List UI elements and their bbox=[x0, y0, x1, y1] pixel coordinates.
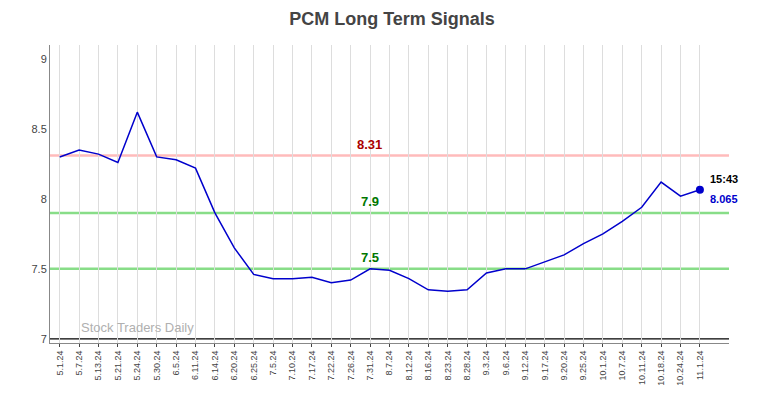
svg-text:6.20.24: 6.20.24 bbox=[229, 351, 239, 381]
svg-text:5.24.24: 5.24.24 bbox=[132, 351, 142, 381]
svg-text:10.24.24: 10.24.24 bbox=[675, 351, 685, 386]
svg-text:10.11.24: 10.11.24 bbox=[637, 351, 647, 385]
svg-text:9.20.24: 9.20.24 bbox=[559, 351, 569, 381]
svg-text:7.10.24: 7.10.24 bbox=[287, 351, 297, 381]
svg-text:8.23.24: 8.23.24 bbox=[443, 351, 453, 381]
svg-text:6.14.24: 6.14.24 bbox=[210, 351, 220, 381]
svg-text:PCM Long Term Signals: PCM Long Term Signals bbox=[289, 9, 495, 29]
svg-text:7.17.24: 7.17.24 bbox=[307, 351, 317, 381]
svg-text:7.9: 7.9 bbox=[361, 194, 379, 209]
svg-text:6.11.24: 6.11.24 bbox=[190, 351, 200, 380]
svg-text:10.7.24: 10.7.24 bbox=[617, 351, 627, 381]
svg-text:7.22.24: 7.22.24 bbox=[326, 351, 336, 381]
svg-text:8.065: 8.065 bbox=[710, 193, 738, 205]
svg-text:7.5.24: 7.5.24 bbox=[268, 351, 278, 376]
svg-text:8.7.24: 8.7.24 bbox=[384, 351, 394, 376]
svg-text:7.31.24: 7.31.24 bbox=[365, 351, 375, 381]
svg-text:8.31: 8.31 bbox=[357, 137, 382, 152]
svg-text:6.25.24: 6.25.24 bbox=[249, 351, 259, 381]
svg-text:10.18.24: 10.18.24 bbox=[656, 351, 666, 386]
svg-text:9.25.24: 9.25.24 bbox=[578, 351, 588, 381]
svg-text:7.26.24: 7.26.24 bbox=[346, 351, 356, 381]
svg-text:7: 7 bbox=[41, 333, 47, 345]
svg-text:9.17.24: 9.17.24 bbox=[540, 351, 550, 381]
svg-text:Stock Traders Daily: Stock Traders Daily bbox=[81, 320, 194, 335]
svg-text:8: 8 bbox=[41, 193, 47, 205]
svg-text:9.12.24: 9.12.24 bbox=[520, 351, 530, 381]
svg-text:7.5: 7.5 bbox=[32, 263, 47, 275]
svg-text:7.5: 7.5 bbox=[361, 250, 379, 265]
svg-text:5.30.24: 5.30.24 bbox=[152, 351, 162, 381]
svg-text:6.5.24: 6.5.24 bbox=[171, 351, 181, 376]
svg-text:5.1.24: 5.1.24 bbox=[55, 351, 65, 376]
svg-text:8.16.24: 8.16.24 bbox=[423, 351, 433, 381]
svg-text:15:43: 15:43 bbox=[710, 173, 738, 185]
svg-text:5.7.24: 5.7.24 bbox=[74, 351, 84, 376]
svg-text:8.5: 8.5 bbox=[32, 123, 47, 135]
svg-text:11.1.24: 11.1.24 bbox=[695, 351, 705, 380]
svg-text:5.13.24: 5.13.24 bbox=[93, 351, 103, 381]
svg-text:9.6.24: 9.6.24 bbox=[501, 351, 511, 376]
svg-text:9: 9 bbox=[41, 53, 47, 65]
svg-text:8.12.24: 8.12.24 bbox=[404, 351, 414, 381]
svg-text:10.1.24: 10.1.24 bbox=[598, 351, 608, 381]
svg-text:8.28.24: 8.28.24 bbox=[462, 351, 472, 381]
svg-text:5.21.24: 5.21.24 bbox=[113, 351, 123, 381]
svg-text:9.3.24: 9.3.24 bbox=[481, 351, 491, 376]
